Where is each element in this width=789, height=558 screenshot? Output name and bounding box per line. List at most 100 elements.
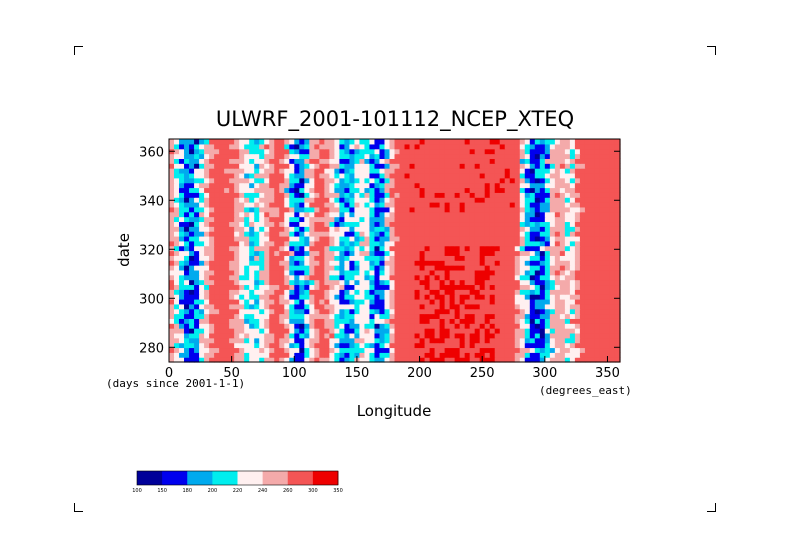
heatmap-cell (199, 187, 205, 193)
heatmap-cell (609, 303, 616, 310)
heatmap-cell (404, 347, 411, 353)
heatmap-cell (564, 260, 571, 266)
y-axis-units: (days since 2001-1-1) (106, 377, 245, 390)
heatmap-cell (239, 177, 245, 184)
heatmap-cell (569, 294, 576, 300)
heatmap-cell (534, 148, 541, 155)
x-tick-label: 100 (282, 366, 307, 381)
heatmap-cell (554, 250, 561, 256)
heatmap-cell (169, 187, 175, 193)
heatmap-cell (334, 206, 340, 213)
heatmap-cell (424, 211, 431, 218)
heatmap-cell (279, 342, 285, 349)
heatmap-cell (179, 235, 185, 242)
heatmap-cell (459, 294, 466, 300)
heatmap-cell (439, 182, 446, 189)
heatmap-cell (544, 332, 551, 339)
heatmap-cell (424, 298, 431, 305)
heatmap-cell (274, 158, 280, 164)
heatmap-cell (514, 221, 521, 227)
heatmap-cell (294, 192, 300, 198)
heatmap-cell (414, 216, 421, 223)
heatmap-cell (204, 192, 210, 198)
heatmap-cell (589, 323, 596, 329)
heatmap-cell (494, 357, 501, 363)
heatmap-cell (249, 177, 255, 184)
heatmap-cell (469, 298, 476, 305)
heatmap-cell (454, 143, 461, 150)
heatmap-cell (394, 172, 401, 179)
heatmap-cell (584, 182, 591, 189)
heatmap-cell (479, 255, 486, 261)
heatmap-cell (409, 153, 416, 159)
heatmap-cell (414, 158, 421, 164)
heatmap-cell (594, 279, 601, 286)
heatmap-cell (299, 182, 305, 189)
heatmap-cell (464, 221, 471, 227)
heatmap-cell (499, 245, 506, 252)
heatmap-cell (354, 284, 361, 290)
heatmap-cell (504, 235, 511, 242)
heatmap-cell (329, 332, 335, 339)
heatmap-cell (354, 328, 361, 334)
heatmap-cell (214, 158, 220, 164)
heatmap-cell (194, 279, 200, 286)
heatmap-cell (569, 221, 576, 227)
heatmap-cell (494, 279, 501, 286)
heatmap-cell (469, 332, 476, 339)
heatmap-cell (449, 269, 456, 276)
heatmap-cell (344, 245, 350, 252)
heatmap-cell (324, 255, 330, 261)
heatmap-cell (494, 182, 501, 189)
heatmap-cell (294, 211, 300, 218)
heatmap-cell (589, 163, 596, 169)
heatmap-cell (489, 153, 496, 159)
heatmap-cell (519, 274, 526, 281)
heatmap-cell (294, 143, 300, 150)
heatmap-cell (479, 298, 486, 305)
heatmap-cell (609, 313, 616, 319)
heatmap-cell (499, 294, 506, 300)
heatmap-cell (344, 294, 350, 300)
heatmap-cell (399, 294, 406, 300)
heatmap-cell (394, 163, 401, 169)
heatmap-cell (309, 182, 315, 189)
heatmap-cell (509, 226, 516, 232)
heatmap-cell (369, 289, 376, 295)
heatmap-cell (579, 158, 586, 164)
heatmap-cell (244, 337, 250, 344)
heatmap-cell (394, 298, 401, 305)
heatmap-cell (474, 357, 481, 363)
heatmap-cell (264, 192, 270, 198)
heatmap-cell (369, 342, 376, 349)
heatmap-cell (429, 197, 436, 203)
heatmap-cell (474, 187, 481, 193)
heatmap-cell (379, 216, 386, 223)
heatmap-cell (549, 235, 556, 242)
heatmap-cell (284, 148, 290, 155)
heatmap-cell (359, 313, 366, 319)
heatmap-cell (264, 298, 270, 305)
heatmap-cell (324, 221, 330, 227)
heatmap-cell (334, 226, 340, 232)
heatmap-cell (614, 143, 621, 150)
heatmap-cell (529, 318, 536, 324)
heatmap-cell (594, 221, 601, 227)
heatmap-cell (299, 265, 305, 271)
heatmap-cell (539, 357, 546, 363)
heatmap-cell (179, 265, 185, 271)
heatmap-cell (489, 260, 496, 266)
heatmap-cell (589, 231, 596, 237)
heatmap-cell (519, 148, 526, 155)
heatmap-cell (469, 357, 476, 363)
heatmap-cell (219, 255, 225, 261)
heatmap-cell (289, 265, 295, 271)
heatmap-cell (599, 163, 606, 169)
heatmap-cell (209, 347, 215, 353)
heatmap-cell (564, 265, 571, 271)
heatmap-cell (329, 187, 335, 193)
heatmap-cell (304, 337, 310, 344)
heatmap-cell (534, 313, 541, 319)
heatmap-cell (399, 313, 406, 319)
heatmap-cell (219, 342, 225, 349)
